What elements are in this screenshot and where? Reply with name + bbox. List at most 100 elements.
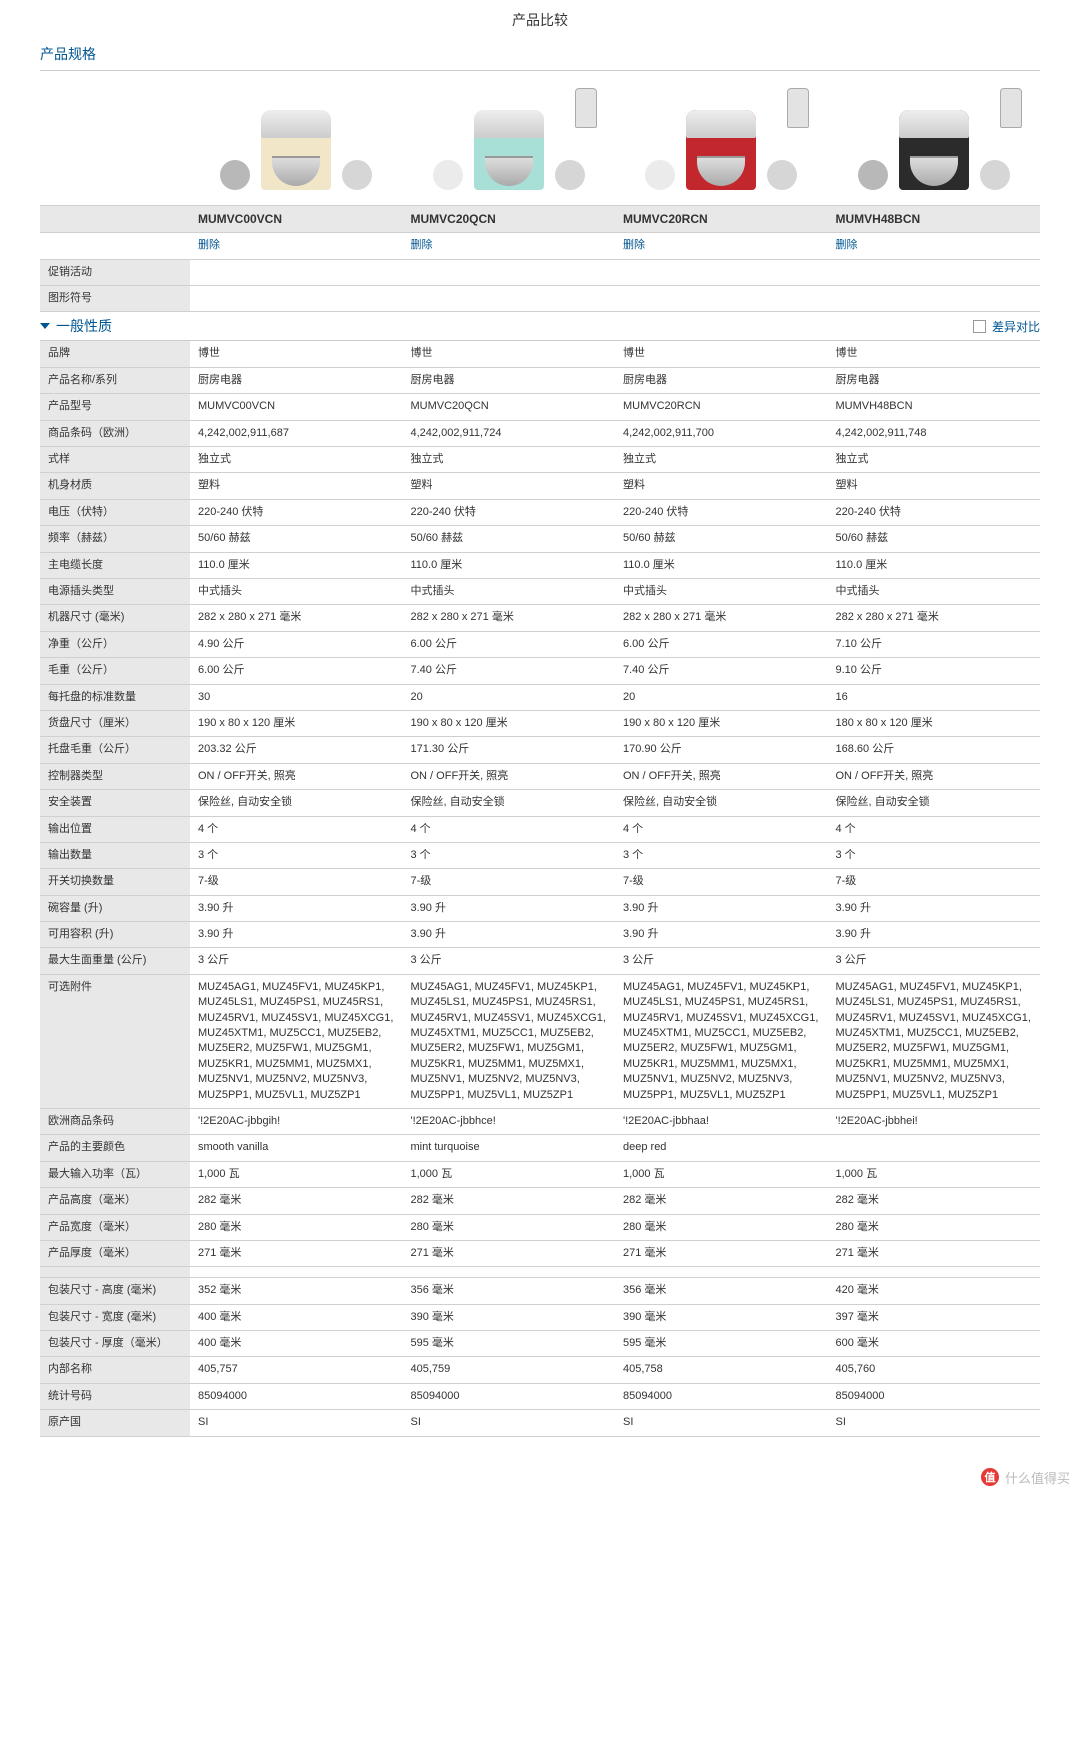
row-value: 110.0 厘米: [403, 552, 616, 578]
table-row: 输出位置4 个4 个4 个4 个: [40, 816, 1040, 842]
model-cell: MUMVC20RCN: [615, 205, 828, 233]
row-value: 405,758: [615, 1357, 828, 1383]
row-value: 3 公斤: [615, 948, 828, 974]
product-image: [439, 80, 579, 190]
delete-link[interactable]: 删除: [411, 239, 433, 251]
row-value: 博世: [828, 341, 1041, 367]
row-value: 7-级: [615, 869, 828, 895]
row-value: 3.90 升: [615, 895, 828, 921]
delete-link[interactable]: 删除: [198, 239, 220, 251]
row-value: MUMVC20QCN: [403, 394, 616, 420]
row-value: 9.10 公斤: [828, 658, 1041, 684]
row-value: 203.32 公斤: [190, 737, 403, 763]
comparison-table: MUMVC00VCNMUMVC20QCNMUMVC20RCNMUMVH48BCN…: [40, 75, 1040, 312]
row-value: 85094000: [828, 1383, 1041, 1409]
diff-checkbox[interactable]: [973, 320, 986, 333]
row-value: '!2E20AC-jbbhce!: [403, 1108, 616, 1134]
row-value: mint turquoise: [403, 1135, 616, 1161]
row-value: 1,000 瓦: [403, 1161, 616, 1187]
row-value: [615, 286, 828, 312]
spec-table: 品牌博世博世博世博世产品名称/系列厨房电器厨房电器厨房电器厨房电器产品型号MUM…: [40, 341, 1040, 1436]
page-title: 产品比较: [0, 0, 1080, 38]
table-row: 安全装置保险丝, 自动安全锁保险丝, 自动安全锁保险丝, 自动安全锁保险丝, 自…: [40, 790, 1040, 816]
row-value: 50/60 赫兹: [190, 526, 403, 552]
row-value: 3.90 升: [828, 922, 1041, 948]
row-label: 欧洲商品条码: [40, 1108, 190, 1134]
row-value: 塑料: [190, 473, 403, 499]
product-image-cell: [828, 75, 1041, 205]
row-value: 190 x 80 x 120 厘米: [615, 710, 828, 736]
row-value: '!2E20AC-jbbhei!: [828, 1108, 1041, 1134]
row-value: 厨房电器: [190, 367, 403, 393]
delete-link[interactable]: 删除: [623, 239, 645, 251]
table-row: 控制器类型ON / OFF开关, 照亮ON / OFF开关, 照亮ON / OF…: [40, 763, 1040, 789]
row-value: 271 毫米: [403, 1240, 616, 1266]
row-value: 3 公斤: [828, 948, 1041, 974]
row-value: SI: [190, 1410, 403, 1436]
row-value: 405,760: [828, 1357, 1041, 1383]
row-value: 3 个: [403, 842, 616, 868]
row-value: 中式插头: [403, 578, 616, 604]
row-value: 独立式: [828, 447, 1041, 473]
table-row: 净重（公斤）4.90 公斤6.00 公斤6.00 公斤7.10 公斤: [40, 631, 1040, 657]
row-value: 4,242,002,911,748: [828, 420, 1041, 446]
row-value: 7.10 公斤: [828, 631, 1041, 657]
row-value: 3.90 升: [190, 895, 403, 921]
row-value: 50/60 赫兹: [615, 526, 828, 552]
row-label: 每托盘的标准数量: [40, 684, 190, 710]
row-value: ON / OFF开关, 照亮: [403, 763, 616, 789]
row-value: 保险丝, 自动安全锁: [403, 790, 616, 816]
row-value: 400 毫米: [190, 1331, 403, 1357]
row-label: 包装尺寸 - 高度 (毫米): [40, 1278, 190, 1304]
row-label: 货盘尺寸（厘米）: [40, 710, 190, 736]
row-value: 190 x 80 x 120 厘米: [190, 710, 403, 736]
row-value: [403, 286, 616, 312]
table-row: 输出数量3 个3 个3 个3 个: [40, 842, 1040, 868]
row-value: 中式插头: [615, 578, 828, 604]
row-value: 1,000 瓦: [190, 1161, 403, 1187]
row-value: 4,242,002,911,700: [615, 420, 828, 446]
row-value: ON / OFF开关, 照亮: [190, 763, 403, 789]
row-value: 4,242,002,911,724: [403, 420, 616, 446]
row-value: [828, 286, 1041, 312]
section-general-header[interactable]: 一般性质 差异对比: [40, 312, 1040, 341]
table-row: 货盘尺寸（厘米）190 x 80 x 120 厘米190 x 80 x 120 …: [40, 710, 1040, 736]
table-row: 产品厚度（毫米）271 毫米271 毫米271 毫米271 毫米: [40, 1240, 1040, 1266]
table-row: 原产国SISISISI: [40, 1410, 1040, 1436]
row-value: 4,242,002,911,687: [190, 420, 403, 446]
table-row: 可用容积 (升)3.90 升3.90 升3.90 升3.90 升: [40, 922, 1040, 948]
row-value: 271 毫米: [190, 1240, 403, 1266]
row-value: 厨房电器: [828, 367, 1041, 393]
row-value: MUZ45AG1, MUZ45FV1, MUZ45KP1, MUZ45LS1, …: [403, 974, 616, 1108]
diff-toggle[interactable]: 差异对比: [973, 318, 1040, 335]
table-row: 频率（赫兹）50/60 赫兹50/60 赫兹50/60 赫兹50/60 赫兹: [40, 526, 1040, 552]
row-value: 4 个: [615, 816, 828, 842]
row-value: 397 毫米: [828, 1304, 1041, 1330]
row-value: 3.90 升: [403, 895, 616, 921]
row-value: 厨房电器: [615, 367, 828, 393]
row-value: 7-级: [403, 869, 616, 895]
row-label: 最大输入功率（瓦）: [40, 1161, 190, 1187]
product-image-cell: [403, 75, 616, 205]
row-value: '!2E20AC-jbbhaa!: [615, 1108, 828, 1134]
row-label: 产品高度（毫米）: [40, 1188, 190, 1214]
row-value: MUZ45AG1, MUZ45FV1, MUZ45KP1, MUZ45LS1, …: [828, 974, 1041, 1108]
row-value: 282 x 280 x 271 毫米: [403, 605, 616, 631]
table-row: 品牌博世博世博世博世: [40, 341, 1040, 367]
row-label: 托盘毛重（公斤）: [40, 737, 190, 763]
row-value: SI: [828, 1410, 1041, 1436]
section-spec-header: 产品规格: [40, 38, 1040, 71]
delete-link[interactable]: 删除: [836, 239, 858, 251]
row-value: 280 毫米: [190, 1214, 403, 1240]
table-row: 产品宽度（毫米）280 毫米280 毫米280 毫米280 毫米: [40, 1214, 1040, 1240]
row-label: 最大生面重量 (公斤): [40, 948, 190, 974]
row-value: 4 个: [828, 816, 1041, 842]
table-row: 产品的主要颜色smooth vanillamint turquoisedeep …: [40, 1135, 1040, 1161]
row-value: '!2E20AC-jbbgih!: [190, 1108, 403, 1134]
row-value: 280 毫米: [828, 1214, 1041, 1240]
row-value: 282 毫米: [828, 1188, 1041, 1214]
row-value: 282 毫米: [615, 1188, 828, 1214]
row-label: 电压（伏特）: [40, 499, 190, 525]
row-label: 统计号码: [40, 1383, 190, 1409]
row-value: 3.90 升: [828, 895, 1041, 921]
